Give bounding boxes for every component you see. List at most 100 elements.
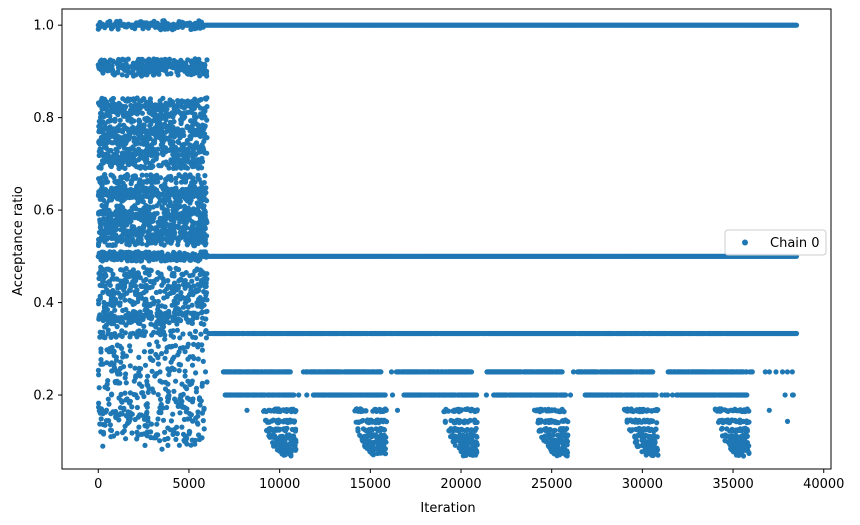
data-point [196, 397, 203, 403]
data-point [149, 295, 155, 301]
data-point [172, 396, 178, 402]
data-point [182, 373, 188, 379]
data-point [109, 102, 115, 108]
data-point [200, 111, 207, 117]
data-point [169, 284, 175, 290]
data-point [97, 220, 103, 226]
data-point [196, 432, 202, 438]
data-point [174, 327, 180, 333]
data-point [118, 62, 124, 68]
data-point [105, 65, 111, 71]
data-point [141, 323, 147, 329]
data-point [96, 316, 102, 322]
data-point [126, 241, 132, 247]
data-point [199, 410, 205, 416]
data-point [175, 223, 181, 229]
data-point [170, 114, 176, 120]
data-point [121, 364, 127, 370]
data-point [193, 415, 199, 421]
data-point [162, 137, 168, 143]
data-point [97, 282, 103, 288]
data-point [149, 183, 155, 189]
data-point [96, 408, 102, 414]
data-point [146, 129, 152, 135]
data-point [115, 343, 121, 349]
data-point [182, 211, 188, 218]
data-point [187, 103, 193, 109]
data-point [193, 287, 199, 293]
data-point [141, 332, 147, 339]
data-point [138, 125, 144, 131]
data-point [174, 431, 180, 437]
data-point [165, 174, 172, 180]
data-point [147, 196, 154, 202]
data-point [173, 132, 179, 138]
data-point [119, 127, 125, 133]
data-point [148, 267, 154, 274]
data-point [120, 206, 126, 212]
data-point [109, 242, 116, 249]
data-point [190, 126, 196, 132]
data-point [121, 227, 127, 234]
data-point [190, 292, 196, 298]
data-point [111, 298, 117, 305]
data-point [183, 298, 190, 304]
data-point [155, 361, 161, 367]
data-point [138, 135, 144, 141]
data-point [167, 119, 173, 125]
data-point [156, 71, 162, 77]
data-point [186, 211, 192, 217]
data-point [183, 270, 189, 276]
data-point [114, 430, 120, 436]
data-point [172, 307, 178, 313]
data-point [146, 69, 152, 75]
data-point [141, 64, 147, 70]
data-point [184, 317, 190, 323]
data-point [182, 433, 188, 439]
data-point [202, 369, 209, 375]
data-point [173, 436, 179, 442]
data-point [106, 401, 112, 407]
data-point [150, 301, 157, 307]
data-point [107, 346, 113, 352]
data-point [164, 71, 171, 77]
data-point [160, 328, 166, 334]
data-point [188, 136, 194, 142]
data-point [192, 184, 198, 190]
data-point [125, 56, 131, 62]
data-point [179, 381, 185, 387]
data-point [134, 404, 140, 411]
data-point [99, 361, 106, 367]
data-point [122, 217, 128, 223]
data-point [139, 312, 145, 318]
data-point [134, 436, 140, 442]
data-point [127, 363, 133, 369]
data-point [114, 236, 120, 242]
data-point [127, 195, 133, 201]
data-point [204, 57, 210, 63]
data-point [142, 307, 148, 313]
data-point [147, 238, 153, 245]
data-point [112, 118, 118, 124]
data-point [150, 163, 156, 169]
data-point [153, 289, 159, 296]
data-point [139, 383, 145, 389]
data-point [171, 388, 177, 394]
data-point [121, 196, 127, 202]
data-point [143, 159, 149, 165]
data-point [150, 149, 156, 156]
data-point [193, 100, 199, 106]
data-point [180, 345, 186, 351]
data-point [144, 115, 150, 121]
data-point [170, 139, 176, 145]
data-point [144, 148, 150, 155]
data-point [177, 410, 183, 416]
data-point [151, 235, 157, 241]
data-point [171, 227, 177, 233]
data-point [178, 111, 185, 117]
data-point [188, 412, 194, 418]
data-point [170, 289, 177, 295]
data-point [98, 57, 105, 63]
data-point [154, 276, 160, 282]
data-point [176, 442, 182, 448]
